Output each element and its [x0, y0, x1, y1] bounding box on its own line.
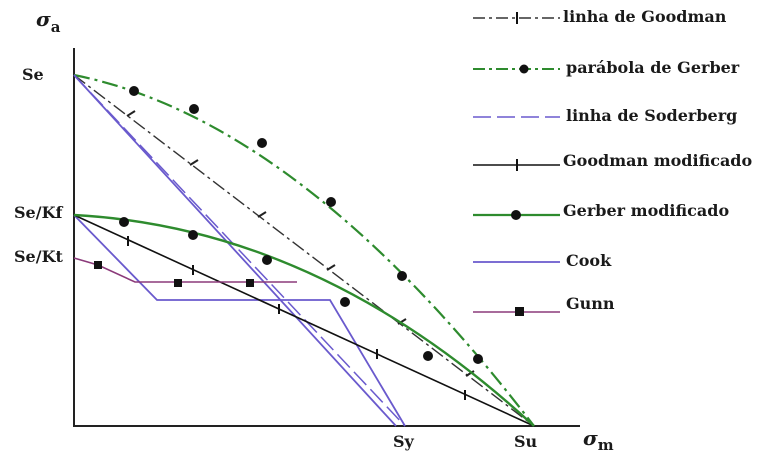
legend-item-soderberg: linha de Soderberg [473, 106, 737, 125]
tick-label-se: Se [22, 65, 44, 84]
svg-text:Gunn: Gunn [566, 294, 615, 313]
svg-text:parábola de Gerber: parábola de Gerber [566, 58, 740, 77]
svg-text:linha de Soderberg: linha de Soderberg [566, 106, 737, 125]
legend-item-goodman: linha de Goodman [473, 7, 727, 26]
svg-text:linha de Goodman: linha de Goodman [563, 7, 727, 26]
legend-item-gerber-parabola: parábola de Gerber [473, 58, 740, 77]
svg-text:Goodman modificado: Goodman modificado [563, 151, 752, 170]
tick-label-sy: Sy [393, 432, 415, 451]
gerber-parabola [73, 73, 535, 427]
x-axis-title: σm [583, 426, 614, 454]
gunn-line [73, 257, 297, 287]
y-axis-title: σa [36, 7, 61, 36]
cook-line [73, 74, 406, 427]
goodman-line [73, 74, 535, 427]
tick-label-se-kt: Se/Kt [14, 247, 63, 266]
gerber-modified-line [73, 213, 535, 427]
legend-item-cook: Cook [473, 251, 612, 270]
tick-label-se-kf: Se/Kf [14, 203, 63, 222]
legend-item-goodman-modified: Goodman modificado [473, 151, 752, 171]
tick-label-su: Su [514, 432, 538, 451]
goodman-modified-line [73, 214, 535, 427]
legend: linha de Goodman parábola de Gerber linh… [473, 7, 752, 316]
svg-text:Gerber modificado: Gerber modificado [563, 201, 729, 220]
legend-item-gunn: Gunn [473, 294, 615, 316]
svg-text:Cook: Cook [566, 251, 612, 270]
soderberg-line [73, 74, 406, 427]
legend-item-gerber-modified: Gerber modificado [473, 201, 729, 220]
